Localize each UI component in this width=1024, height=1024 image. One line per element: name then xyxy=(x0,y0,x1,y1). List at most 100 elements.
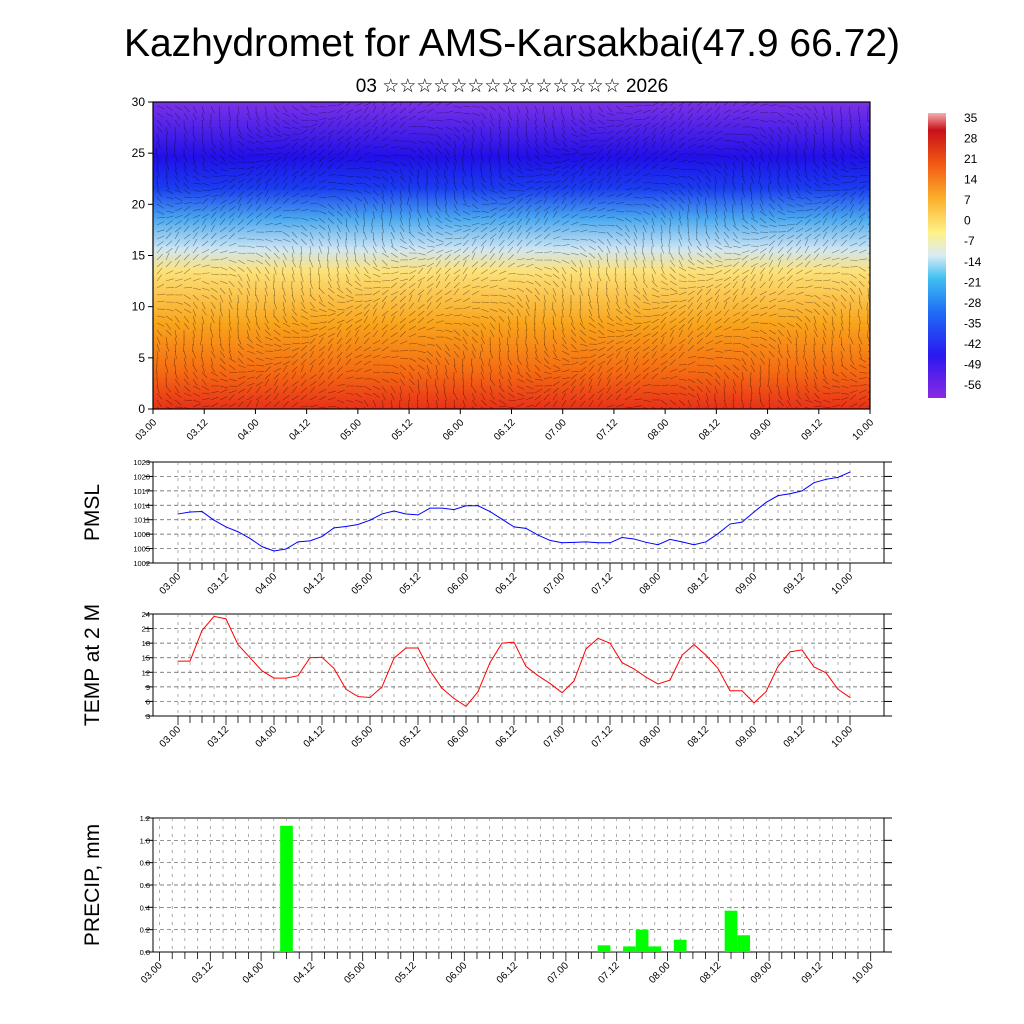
wind-barb xyxy=(183,406,191,409)
wind-barb xyxy=(624,395,632,401)
wind-barb xyxy=(345,175,354,178)
wind-barb xyxy=(813,308,820,315)
wind-barb xyxy=(174,271,183,275)
wind-barb xyxy=(381,217,384,226)
wind-barb xyxy=(345,287,353,294)
wind-barb xyxy=(804,196,812,202)
wind-barb xyxy=(552,357,561,361)
wind-barb xyxy=(192,301,198,309)
wind-barb xyxy=(354,252,357,261)
wind-barb xyxy=(399,203,403,212)
wind-barb xyxy=(237,237,246,240)
wind-barb xyxy=(660,344,666,352)
wind-barb xyxy=(561,280,566,289)
wind-barb xyxy=(624,172,633,177)
wind-barb xyxy=(372,231,375,240)
wind-barb xyxy=(525,197,532,205)
wind-barb xyxy=(696,168,704,174)
wind-barb xyxy=(669,150,677,156)
wind-barb xyxy=(201,194,210,198)
wind-barb xyxy=(354,103,363,107)
wind-barb xyxy=(633,134,640,142)
wind-barb xyxy=(561,184,569,191)
wind-barb xyxy=(381,120,388,128)
wind-barb xyxy=(705,357,714,360)
wind-barb xyxy=(219,218,226,226)
wind-barb xyxy=(219,211,226,219)
wind-barb xyxy=(534,273,543,278)
wind-barb xyxy=(831,232,838,240)
wind-barb xyxy=(786,357,788,366)
wind-barb xyxy=(192,287,201,291)
wind-barb xyxy=(732,312,741,317)
wind-barb xyxy=(435,399,439,408)
wind-barb xyxy=(318,117,327,121)
data-point xyxy=(717,667,719,669)
wind-barb xyxy=(750,304,758,310)
wind-barb xyxy=(228,212,236,219)
wind-barb xyxy=(858,166,867,170)
wind-barb xyxy=(165,252,170,261)
x-tick-label: 09.00 xyxy=(734,724,760,750)
wind-barb xyxy=(516,258,525,261)
wind-barb xyxy=(444,392,447,401)
wind-barb xyxy=(408,161,414,170)
x-tick-label: 07.00 xyxy=(542,724,568,750)
wind-barb xyxy=(723,296,731,303)
wind-barb xyxy=(219,385,228,389)
wind-barb xyxy=(651,392,660,395)
wind-barb xyxy=(570,385,576,394)
wind-barb xyxy=(507,133,510,142)
wind-barb xyxy=(741,189,746,198)
wind-barb xyxy=(714,288,721,296)
wind-barb xyxy=(723,290,731,296)
wind-barb xyxy=(651,331,659,338)
wind-barb xyxy=(588,359,596,366)
wind-barb xyxy=(228,308,231,317)
wind-barb xyxy=(732,371,739,379)
wind-barb xyxy=(192,226,200,233)
wind-barb xyxy=(741,260,748,268)
wind-barb xyxy=(192,214,201,219)
wind-barb xyxy=(606,358,612,366)
wind-barb xyxy=(390,371,399,375)
wind-barb xyxy=(633,357,639,366)
wind-barb xyxy=(498,232,504,240)
wind-barb xyxy=(840,301,847,309)
wind-barb xyxy=(696,122,705,128)
wind-barb xyxy=(687,399,692,408)
wind-barb xyxy=(615,346,624,352)
wind-barb xyxy=(678,351,685,359)
wind-barb xyxy=(534,226,542,233)
wind-barb xyxy=(444,224,453,229)
wind-barb xyxy=(858,197,865,205)
wind-barb xyxy=(408,238,414,246)
wind-barb xyxy=(696,259,704,265)
wind-barb xyxy=(192,263,201,268)
wind-barb xyxy=(462,343,469,351)
wind-barb xyxy=(372,286,381,289)
wind-barb xyxy=(327,141,333,149)
wind-barb xyxy=(632,266,635,275)
wind-barb xyxy=(696,399,701,408)
wind-barb xyxy=(399,265,408,268)
wind-barb xyxy=(282,259,287,268)
wind-barb xyxy=(534,301,536,310)
wind-barb xyxy=(543,190,549,198)
wind-barb xyxy=(813,385,820,393)
wind-barb xyxy=(741,287,746,296)
wind-barb xyxy=(687,160,696,163)
wind-barb xyxy=(633,140,639,149)
wind-barb xyxy=(237,154,246,160)
wind-barb xyxy=(435,210,441,219)
wind-barb xyxy=(363,309,370,317)
wind-barb xyxy=(327,245,330,254)
wind-barb xyxy=(443,378,446,387)
x-tick-label: 05.00 xyxy=(342,960,368,986)
wind-barb xyxy=(579,197,586,205)
wind-barb xyxy=(660,158,669,163)
wind-barb xyxy=(183,286,192,289)
wind-barb xyxy=(192,112,197,121)
data-line xyxy=(178,615,851,707)
wind-barb xyxy=(336,189,345,191)
